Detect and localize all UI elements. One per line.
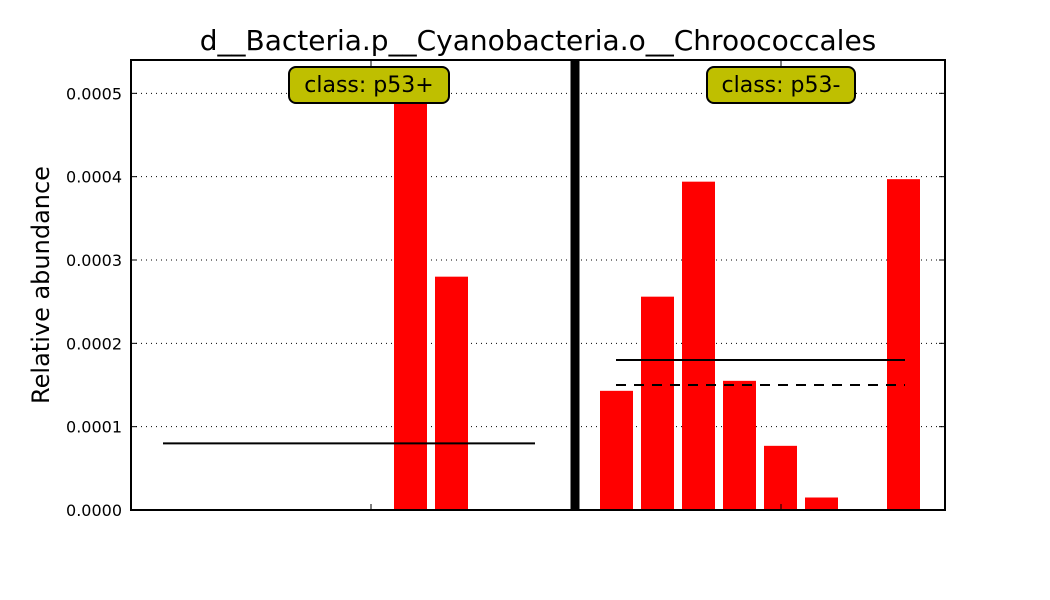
bar-p53-negative-2 bbox=[682, 181, 715, 510]
y-tick-label: 0.0002 bbox=[66, 334, 122, 353]
bar-p53-negative-7 bbox=[887, 179, 920, 510]
chart-title: d__Bacteria.p__Cyanobacteria.o__Chroococ… bbox=[200, 24, 877, 57]
y-tick-label: 0.0000 bbox=[66, 501, 122, 520]
gridlines bbox=[131, 92, 945, 428]
bar-p53-negative-4 bbox=[764, 445, 797, 510]
class-label-box-0 bbox=[288, 66, 450, 104]
bar-p53-positive-6 bbox=[394, 93, 427, 510]
y-tick-label: 0.0004 bbox=[66, 168, 122, 187]
y-axis-label: Relative abundance bbox=[27, 166, 55, 404]
bar-p53-negative-3 bbox=[723, 380, 756, 510]
class-labels: class: p53+ class: p53- bbox=[288, 66, 856, 104]
mean-median-lines bbox=[163, 359, 905, 445]
class-label-1: class: p53- bbox=[722, 73, 841, 98]
bars bbox=[394, 93, 920, 510]
y-tick-label: 0.0001 bbox=[66, 418, 122, 437]
y-tick-label: 0.0003 bbox=[66, 251, 122, 270]
bar-p53-negative-5 bbox=[805, 497, 838, 510]
bar-p53-negative-1 bbox=[641, 296, 674, 510]
bar-p53-negative-0 bbox=[600, 390, 633, 510]
plot-frame bbox=[130, 59, 946, 511]
axes: 0.0000 0.0001 0.0002 0.0003 0.0004 0.0005 bbox=[66, 59, 946, 520]
class-label-0: class: p53+ bbox=[304, 73, 433, 98]
bar-p53-positive-7 bbox=[435, 276, 468, 510]
class-label-box-1 bbox=[706, 66, 856, 104]
y-tick-label: 0.0005 bbox=[66, 84, 122, 103]
